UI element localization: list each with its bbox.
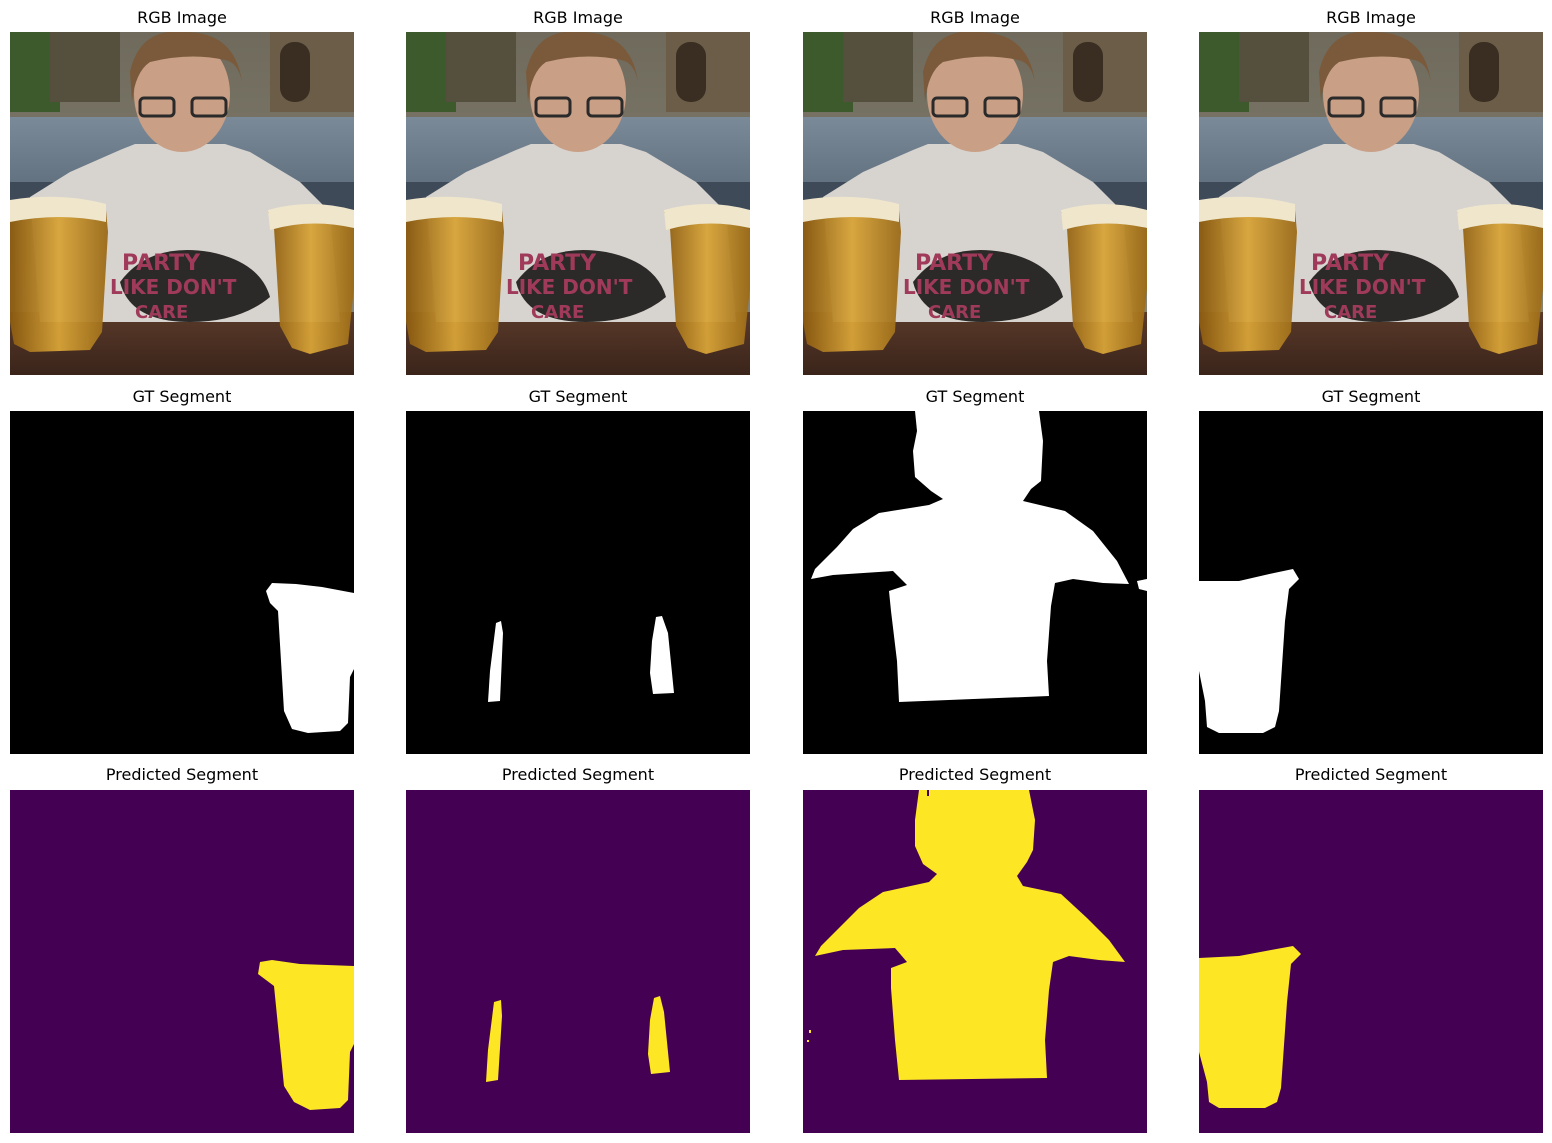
title-pred-1: Predicted Segment xyxy=(105,765,259,784)
svg-text:PARTY: PARTY xyxy=(518,251,597,276)
svg-text:LIKE DON'T: LIKE DON'T xyxy=(506,275,633,299)
gt-mask-1 xyxy=(10,411,354,754)
gt-mask-1-shape xyxy=(266,583,354,733)
pred-mask-4 xyxy=(1199,790,1543,1133)
title-rgb-2: RGB Image xyxy=(533,8,623,27)
svg-text:CARE: CARE xyxy=(928,302,981,323)
rgb-photo-1: PARTY LIKE DON'T CARE xyxy=(10,32,354,375)
svg-text:LIKE DON'T: LIKE DON'T xyxy=(903,275,1030,299)
svg-text:LIKE DON'T: LIKE DON'T xyxy=(1299,275,1426,299)
title-pred-4: Predicted Segment xyxy=(1294,765,1448,784)
svg-text:LIKE DON'T: LIKE DON'T xyxy=(110,275,237,299)
pred-mask-3 xyxy=(803,790,1147,1133)
gt-mask-3-shape xyxy=(811,411,1147,702)
svg-text:CARE: CARE xyxy=(1324,302,1377,323)
pred-mask-2 xyxy=(406,790,750,1133)
svg-text:PARTY: PARTY xyxy=(1311,251,1390,276)
rgb-image-4: PARTY LIKE DON'T CARE xyxy=(1199,32,1543,375)
pred-mask-2-shape xyxy=(486,996,670,1082)
pred-mask-1-shape xyxy=(258,960,354,1110)
title-gt-2: GT Segment xyxy=(528,387,628,406)
title-gt-4: GT Segment xyxy=(1321,387,1421,406)
title-pred-3: Predicted Segment xyxy=(898,765,1052,784)
svg-text:CARE: CARE xyxy=(531,302,584,323)
svg-text:PARTY: PARTY xyxy=(915,251,994,276)
rgb-photo-3: PARTY LIKE DON'T CARE xyxy=(803,32,1147,375)
gt-mask-3 xyxy=(803,411,1147,754)
rgb-photo-4: PARTY LIKE DON'T CARE xyxy=(1199,32,1543,375)
rgb-photo-2: PARTY LIKE DON'T CARE xyxy=(406,32,750,375)
pred-mask-1 xyxy=(10,790,354,1133)
pred-mask-3-shape xyxy=(807,790,1125,1080)
title-rgb-4: RGB Image xyxy=(1326,8,1416,27)
gt-mask-4-shape xyxy=(1199,569,1299,733)
gt-mask-2 xyxy=(406,411,750,754)
title-gt-3: GT Segment xyxy=(925,387,1025,406)
rgb-image-3: PARTY LIKE DON'T CARE xyxy=(803,32,1147,375)
title-pred-2: Predicted Segment xyxy=(501,765,655,784)
gt-mask-4 xyxy=(1199,411,1543,754)
title-rgb-3: RGB Image xyxy=(930,8,1020,27)
svg-text:CARE: CARE xyxy=(135,302,188,323)
rgb-image-2: PARTY LIKE DON'T CARE xyxy=(406,32,750,375)
gt-mask-2-shape xyxy=(488,616,674,702)
title-rgb-1: RGB Image xyxy=(137,8,227,27)
rgb-image-1: PARTY LIKE DON'T CARE xyxy=(10,32,354,375)
svg-text:PARTY: PARTY xyxy=(122,251,201,276)
title-gt-1: GT Segment xyxy=(132,387,232,406)
pred-mask-4-shape xyxy=(1199,946,1301,1108)
